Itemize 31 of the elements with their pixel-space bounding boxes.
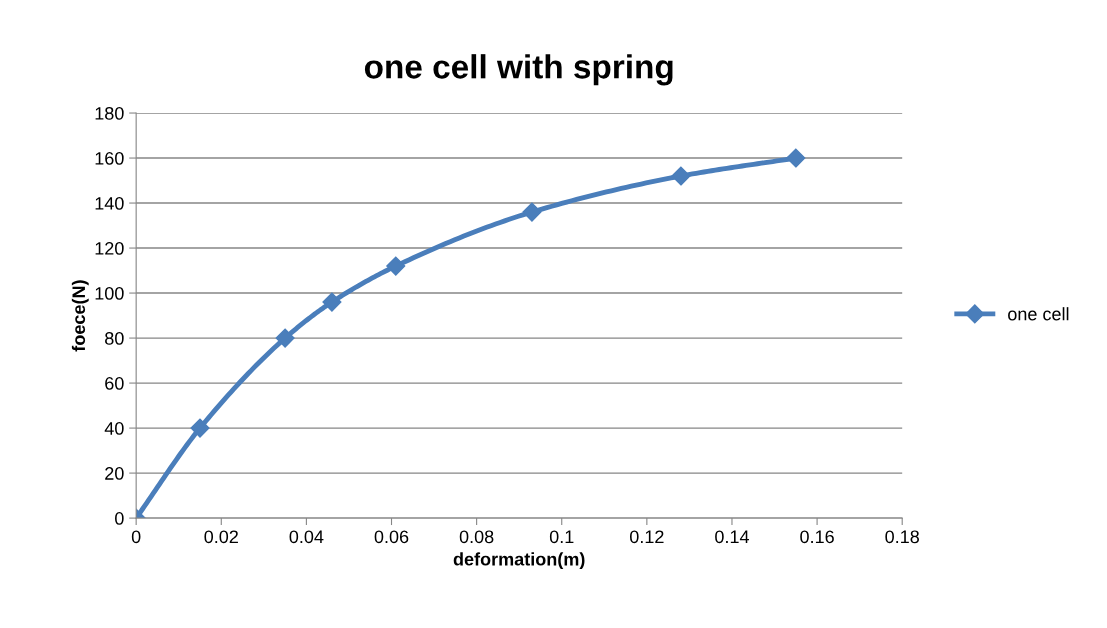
y-axis-title: foece(N)	[71, 280, 89, 352]
point	[786, 148, 806, 168]
y-tick-label: 100	[95, 287, 124, 300]
y-tick-label: 80	[105, 332, 124, 345]
x-tick-label: 0.06	[374, 530, 409, 544]
point	[322, 292, 342, 312]
x-tick-label: 0.16	[800, 530, 834, 544]
x-tick-label: 0.1	[549, 530, 574, 544]
point	[190, 418, 210, 438]
x-tick-label: 0.12	[629, 530, 664, 544]
x-tick-label: 0.02	[204, 530, 238, 544]
y-tick-label: 0	[115, 512, 124, 525]
x-tick-label: 0.04	[289, 530, 324, 544]
x-axis-title: deformation(m)	[453, 552, 585, 570]
legend-label: one cell	[1008, 307, 1069, 321]
y-tick-label: 20	[105, 467, 124, 480]
y-tick-label: 120	[95, 241, 124, 255]
point	[671, 166, 691, 186]
x-tick-label: 0.18	[885, 530, 919, 544]
point	[522, 202, 542, 222]
point	[275, 328, 295, 348]
x-tick-label: 0	[131, 530, 141, 544]
x-tick-label: 0.08	[459, 530, 494, 544]
y-tick-label: 180	[95, 106, 124, 120]
y-tick-label: 140	[95, 196, 124, 210]
x-tick-label: 0.14	[715, 530, 750, 544]
y-tick-label: 160	[95, 151, 124, 165]
chart-title: one cell with spring	[364, 54, 673, 86]
y-tick-label: 40	[104, 422, 124, 435]
y-tick-label: 60	[105, 377, 124, 390]
point	[386, 256, 406, 276]
